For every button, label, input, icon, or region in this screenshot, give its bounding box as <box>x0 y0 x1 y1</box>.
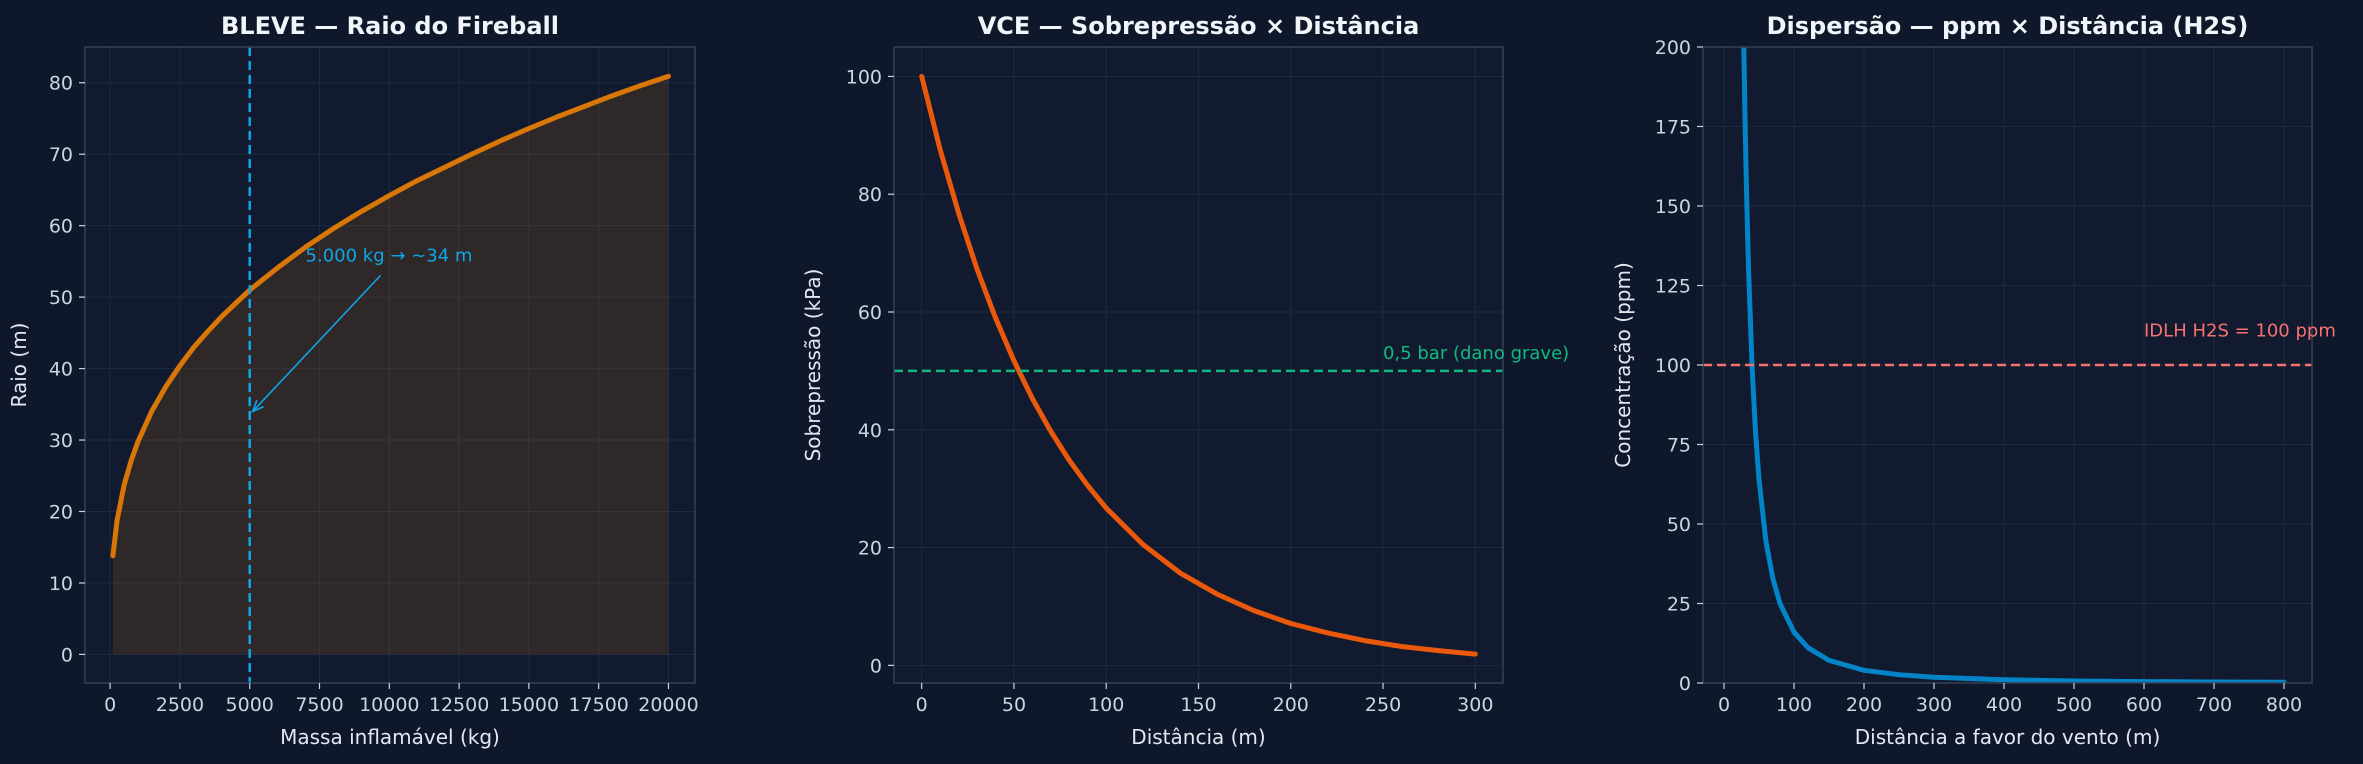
x-axis-label: Distância a favor do vento (m) <box>1855 725 2161 749</box>
x-tick-label: 15000 <box>499 694 559 716</box>
x-tick-label: 10000 <box>359 694 419 716</box>
y-tick-label: 125 <box>1655 276 1691 298</box>
series-line <box>919 73 1478 657</box>
chart-panel-3: 0 100 200 300 400 500 600 700 800 0 25 50 75 100 125 15… <box>1611 12 2336 749</box>
y-axis-label: Sobrepressão (kPa) <box>801 269 825 462</box>
chart-title: Dispersão — ppm × Distância (H2S) <box>1767 12 2249 40</box>
x-axis-label: Massa inflamável (kg) <box>280 725 500 749</box>
y-tick-label: 20 <box>858 538 882 560</box>
y-axis-label: Raio (m) <box>7 323 31 408</box>
y-tick-label: 25 <box>1667 594 1691 616</box>
data-layer <box>894 73 1503 657</box>
x-tick-label: 50 <box>1002 694 1026 716</box>
plot-area <box>85 47 695 683</box>
y-tick-label: 30 <box>49 430 73 452</box>
x-tick-label: 100 <box>1088 694 1124 716</box>
x-tick-label: 600 <box>2126 694 2162 716</box>
data-layer <box>110 47 671 683</box>
y-tick-label: 75 <box>1667 435 1691 457</box>
x-tick-label: 200 <box>1846 694 1882 716</box>
y-tick-label: 60 <box>49 216 73 238</box>
chart-panel-2: 0 50 100 150 200 250 300 0 20 40 60 80 100 VCE — Sobr… <box>801 12 1569 749</box>
series-area-fill <box>112 76 669 655</box>
x-tick-label: 12500 <box>429 694 489 716</box>
x-tick-label: 100 <box>1776 694 1812 716</box>
x-tick-label: 20000 <box>638 694 698 716</box>
y-tick-label: 100 <box>846 66 882 88</box>
y-tick-label: 10 <box>49 573 73 595</box>
x-tick-label: 300 <box>1916 694 1952 716</box>
x-axis-label: Distância (m) <box>1131 725 1265 749</box>
annotation-text: 0,5 bar (dano grave) <box>1383 343 1569 364</box>
chart-title: VCE — Sobrepressão × Distância <box>978 12 1420 40</box>
x-tick-label: 17500 <box>568 694 628 716</box>
y-tick-label: 40 <box>49 359 73 381</box>
x-tick-label: 250 <box>1365 694 1401 716</box>
x-tick-label: 7500 <box>295 694 343 716</box>
y-tick-label: 175 <box>1655 117 1691 139</box>
x-tick-label: 2500 <box>156 694 204 716</box>
x-tick-label: 150 <box>1180 694 1216 716</box>
x-tick-label: 0 <box>104 694 116 716</box>
annotation-arrow <box>252 274 382 412</box>
series-line <box>1741 47 2287 683</box>
y-tick-label: 200 <box>1655 37 1691 59</box>
y-tick-label: 20 <box>49 501 73 523</box>
x-tick-label: 400 <box>1986 694 2022 716</box>
series-line <box>110 73 671 559</box>
x-tick-label: 800 <box>2266 694 2302 716</box>
x-tick-label: 5000 <box>226 694 274 716</box>
y-tick-label: 60 <box>858 302 882 324</box>
annotation-text: IDLH H2S = 100 ppm <box>2144 320 2336 341</box>
y-tick-label: 150 <box>1655 196 1691 218</box>
chart-panel-1: 0 2500 5000 7500 10000 12500 15000 17500 20000 0 1… <box>7 12 699 749</box>
annotation-text: 5.000 kg → ~34 m <box>306 245 473 266</box>
x-tick-label: 0 <box>1718 694 1730 716</box>
y-tick-label: 40 <box>858 420 882 442</box>
y-tick-label: 0 <box>1679 673 1691 695</box>
x-tick-label: 300 <box>1457 694 1493 716</box>
y-tick-label: 100 <box>1655 355 1691 377</box>
x-tick-label: 700 <box>2196 694 2232 716</box>
x-tick-label: 500 <box>2056 694 2092 716</box>
data-layer <box>1703 47 2312 683</box>
annotation-arrowhead <box>251 399 265 413</box>
y-tick-label: 80 <box>49 73 73 95</box>
y-tick-label: 80 <box>858 184 882 206</box>
axes-frame <box>84 46 696 684</box>
x-tick-label: 200 <box>1273 694 1309 716</box>
y-tick-label: 70 <box>49 144 73 166</box>
y-tick-label: 50 <box>49 287 73 309</box>
chart-title: BLEVE — Raio do Fireball <box>221 12 559 40</box>
y-axis-label: Concentração (ppm) <box>1611 262 1635 468</box>
y-tick-label: 50 <box>1667 514 1691 536</box>
y-tick-label: 0 <box>61 644 73 666</box>
y-tick-label: 0 <box>870 655 882 677</box>
x-tick-label: 0 <box>916 694 928 716</box>
